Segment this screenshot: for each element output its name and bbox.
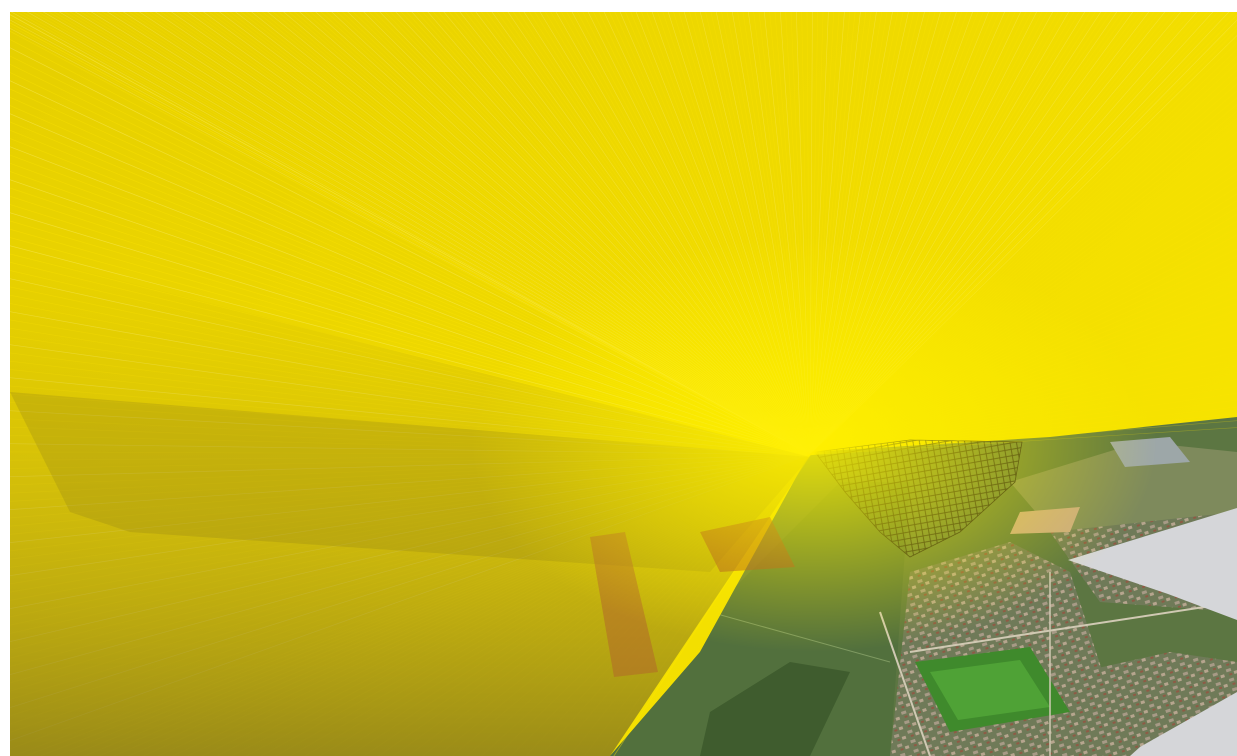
sun-glow (10, 12, 1237, 756)
map-scene[interactable] (10, 12, 1237, 756)
map-viewport[interactable] (10, 12, 1237, 756)
